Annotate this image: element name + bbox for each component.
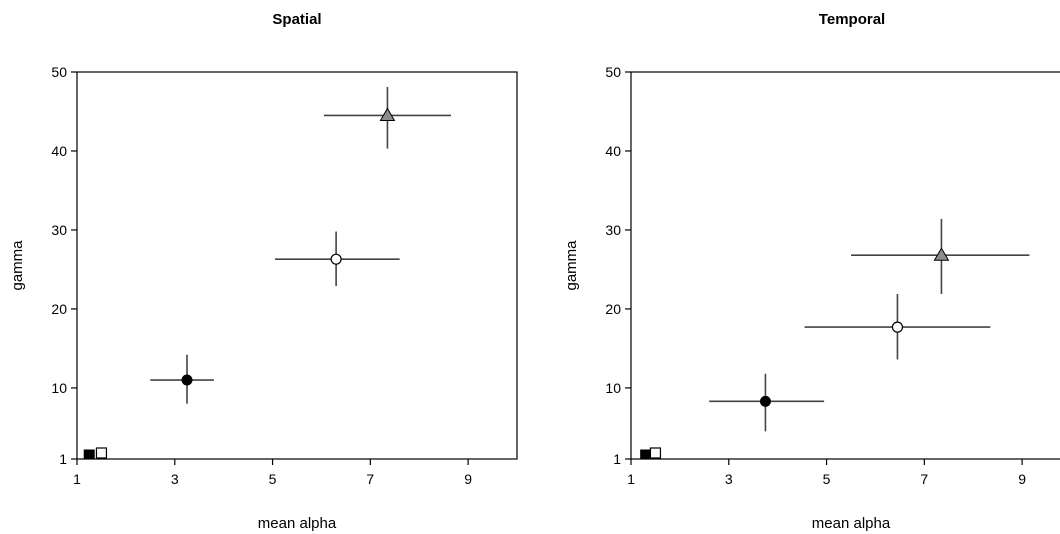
y-tick-label: 20 <box>51 301 67 317</box>
x-tick-label: 1 <box>627 471 635 487</box>
point-filled-circle <box>181 374 193 386</box>
y-tick-label: 50 <box>51 64 67 80</box>
chart-panel-0: Spatial 1 10 20 30 40 50 1 3 5 7 9 mean alpha gamma <box>9 11 518 532</box>
y-axis-label: gamma <box>563 240 580 291</box>
x-tick-label: 7 <box>920 471 928 487</box>
chart-title: Spatial <box>272 11 321 28</box>
x-tick-label: 3 <box>725 471 733 487</box>
y-tick-label: 20 <box>605 301 621 317</box>
y-tick-label: 40 <box>51 143 67 159</box>
point-gray-triangle <box>379 107 396 121</box>
y-tick-label: 40 <box>605 143 621 159</box>
point-open-circle <box>891 321 904 333</box>
y-tick-label: 1 <box>59 451 67 467</box>
x-tick-label: 3 <box>171 471 179 487</box>
x-tick-label: 1 <box>73 471 81 487</box>
data-points <box>640 218 1030 459</box>
point-open-square <box>95 447 108 459</box>
plot-frame <box>630 71 1060 460</box>
data-points <box>83 87 451 459</box>
plot-frame <box>76 71 518 460</box>
point-gray-triangle <box>933 247 950 261</box>
y-axis-label: gamma <box>9 240 26 291</box>
x-tick-label: 5 <box>823 471 831 487</box>
point-open-circle <box>330 253 342 265</box>
point-filled-square <box>83 449 95 459</box>
x-axis-label: mean alpha <box>812 515 891 532</box>
x-tick-label: 9 <box>464 471 472 487</box>
y-tick-label: 10 <box>51 380 67 396</box>
x-tick-label: 9 <box>1018 471 1026 487</box>
point-open-square <box>649 447 662 459</box>
y-tick-label: 30 <box>605 222 621 238</box>
point-filled-square <box>640 449 652 459</box>
point-filled-circle <box>759 395 771 407</box>
x-tick-label: 7 <box>366 471 374 487</box>
chart-title: Temporal <box>819 11 885 28</box>
chart-panel-1: Temporal 1 10 20 30 40 50 1 3 5 7 9 mean alpha gamma <box>563 11 1060 532</box>
y-tick-label: 30 <box>51 222 67 238</box>
y-tick-label: 10 <box>605 380 621 396</box>
x-axis-label: mean alpha <box>258 515 337 532</box>
y-tick-label: 1 <box>613 451 621 467</box>
y-tick-label: 50 <box>605 64 621 80</box>
x-tick-label: 5 <box>269 471 277 487</box>
